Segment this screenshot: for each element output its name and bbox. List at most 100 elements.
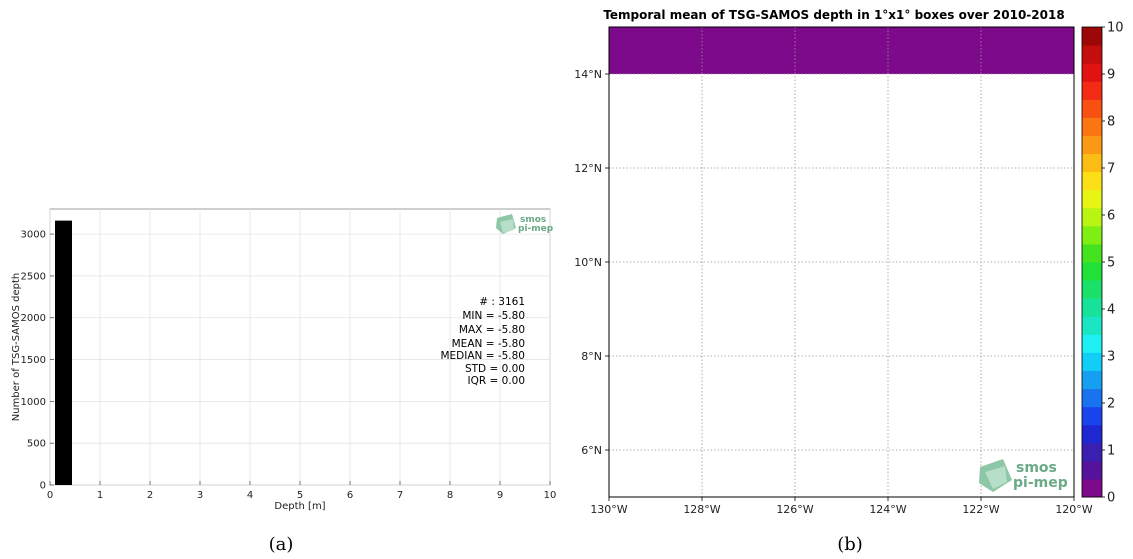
- colorbar-tick-label: 8: [1107, 115, 1115, 130]
- histogram-x-tick-label: 3: [197, 490, 203, 501]
- map-x-ticks: 130°W 128°W 126°W 124°W 122°W 120°W: [590, 497, 1093, 516]
- histogram-y-tick-label: 0: [40, 481, 46, 492]
- map-y-tick-label: 14°N: [574, 68, 602, 81]
- smos-logo-large-text: smos: [1016, 460, 1057, 476]
- histogram-y-tick-label: 2500: [21, 271, 46, 282]
- histogram-x-tick-label: 8: [447, 490, 453, 501]
- colorbar-segment: [1082, 262, 1102, 281]
- histogram-grid: [49, 209, 551, 486]
- map-title: Temporal mean of TSG-SAMOS depth in 1°x1…: [603, 8, 1064, 22]
- histogram-x-tick-label: 2: [147, 490, 153, 501]
- map-x-tick-label: 120°W: [1055, 503, 1092, 516]
- stat-std: STD = 0.00: [465, 363, 525, 375]
- histogram-panel: 0 1 2 3 4 5 6 7 8 9 10 0 500 1000 1500 2000 2500 3000 De…: [11, 208, 557, 512]
- map-cells: [609, 27, 1074, 74]
- histogram-bar: [55, 220, 72, 485]
- colorbar-segment: [1082, 117, 1102, 136]
- colorbar-segment: [1082, 406, 1102, 426]
- caption-b: (b): [837, 534, 863, 555]
- histogram-x-tick-label: 4: [247, 490, 253, 501]
- colorbar-tick-label: 0: [1107, 491, 1115, 506]
- smos-logo-mark-inner: [500, 219, 514, 233]
- colorbar-segment: [1082, 225, 1102, 245]
- colorbar-segment: [1082, 45, 1102, 64]
- colorbar-segment: [1082, 81, 1102, 100]
- smos-logo-text: smos: [520, 215, 546, 225]
- colorbar-tick-label: 2: [1107, 397, 1115, 412]
- map-y-tick-label: 6°N: [581, 444, 602, 457]
- map-grid: [609, 27, 1074, 497]
- colorbar-segment: [1082, 207, 1102, 227]
- colorbar-tick-label: 7: [1107, 162, 1115, 177]
- histogram-y-tick-label: 2000: [21, 313, 46, 324]
- stat-iqr: IQR = 0.00: [467, 375, 525, 387]
- histogram-y-ticks: 0 500 1000 1500 2000 2500 3000: [21, 230, 54, 492]
- stat-min: MIN = -5.80: [462, 310, 525, 322]
- colorbar-segment: [1082, 334, 1102, 353]
- map-x-tick-label: 126°W: [776, 503, 813, 516]
- smos-logo-large: smos pi-mep: [979, 459, 1068, 492]
- colorbar-segment: [1082, 298, 1102, 317]
- colorbar-tick-label: 1: [1107, 444, 1115, 459]
- colorbar-tick-label: 9: [1107, 68, 1115, 83]
- map-x-tick-label: 124°W: [869, 503, 906, 516]
- histogram-y-label: Number of TSG-SAMOS depth: [11, 273, 22, 422]
- histogram-x-tick-label: 6: [347, 490, 353, 501]
- histogram-x-ticks: 0 1 2 3 4 5 6 7 8 9 10: [47, 481, 557, 501]
- colorbar-segment: [1082, 63, 1102, 82]
- colorbar-segment: [1082, 424, 1102, 444]
- colorbar-tick-label: 5: [1107, 256, 1115, 271]
- map-x-tick-label: 130°W: [590, 503, 627, 516]
- colorbar-segment: [1082, 153, 1102, 173]
- histogram-x-tick-label: 1: [97, 490, 103, 501]
- stat-max: MAX = -5.80: [459, 324, 525, 336]
- smos-logo-small: smos pi-mep: [496, 214, 554, 234]
- histogram-y-tick-label: 500: [27, 439, 46, 450]
- colorbar-tick-label: 10: [1107, 21, 1124, 36]
- histogram-y-tick-label: 3000: [21, 230, 46, 241]
- histogram-x-tick-label: 10: [544, 490, 557, 501]
- colorbar-segment: [1082, 135, 1102, 155]
- map-cell: [609, 27, 1074, 74]
- colorbar-segment: [1082, 352, 1102, 371]
- map-y-tick-label: 12°N: [574, 162, 602, 175]
- histogram-stats-box: # : 3161 MIN = -5.80 MAX = -5.80 MEAN = …: [440, 296, 525, 387]
- map-y-tick-label: 8°N: [581, 350, 602, 363]
- map-y-ticks: 6°N 8°N 10°N 12°N 14°N: [574, 68, 609, 457]
- map-panel: Temporal mean of TSG-SAMOS depth in 1°x1…: [574, 8, 1123, 516]
- colorbar-segment: [1082, 27, 1102, 46]
- histogram-x-tick-label: 0: [47, 490, 53, 501]
- histogram-x-tick-label: 9: [497, 490, 503, 501]
- colorbar: [1081, 26, 1103, 498]
- histogram-x-tick-label: 5: [297, 490, 303, 501]
- pi-mep-logo-large-text: pi-mep: [1013, 475, 1068, 491]
- caption-a: (a): [269, 534, 294, 555]
- pi-mep-logo-text: pi-mep: [518, 224, 554, 234]
- histogram-bars: [55, 220, 72, 485]
- colorbar-segment: [1082, 280, 1102, 299]
- smos-logo-large-mark-inner: [985, 466, 1007, 489]
- colorbar-ticks: 0 1 2 3 4 5 6 7 8 9 10: [1102, 21, 1124, 506]
- stat-count: # : 3161: [479, 296, 525, 308]
- histogram-x-label: Depth [m]: [274, 501, 325, 512]
- histogram-x-tick-label: 7: [397, 490, 403, 501]
- map-y-tick-label: 10°N: [574, 256, 602, 269]
- histogram-y-tick-label: 1500: [21, 355, 46, 366]
- colorbar-tick-label: 4: [1107, 303, 1115, 318]
- colorbar-segment: [1082, 99, 1102, 118]
- colorbar-segment: [1082, 370, 1102, 390]
- map-x-tick-label: 122°W: [962, 503, 999, 516]
- colorbar-segment: [1082, 316, 1102, 335]
- histogram-y-tick-label: 1000: [21, 397, 46, 408]
- colorbar-segment: [1082, 478, 1102, 498]
- colorbar-segment: [1082, 388, 1102, 408]
- colorbar-tick-label: 6: [1107, 209, 1115, 224]
- colorbar-segment: [1082, 442, 1102, 462]
- colorbar-segment: [1082, 243, 1102, 263]
- colorbar-segment: [1082, 171, 1102, 191]
- stat-mean: MEAN = -5.80: [452, 338, 525, 350]
- colorbar-tick-label: 3: [1107, 350, 1115, 365]
- stat-median: MEDIAN = -5.80: [440, 350, 525, 362]
- colorbar-segment: [1082, 189, 1102, 209]
